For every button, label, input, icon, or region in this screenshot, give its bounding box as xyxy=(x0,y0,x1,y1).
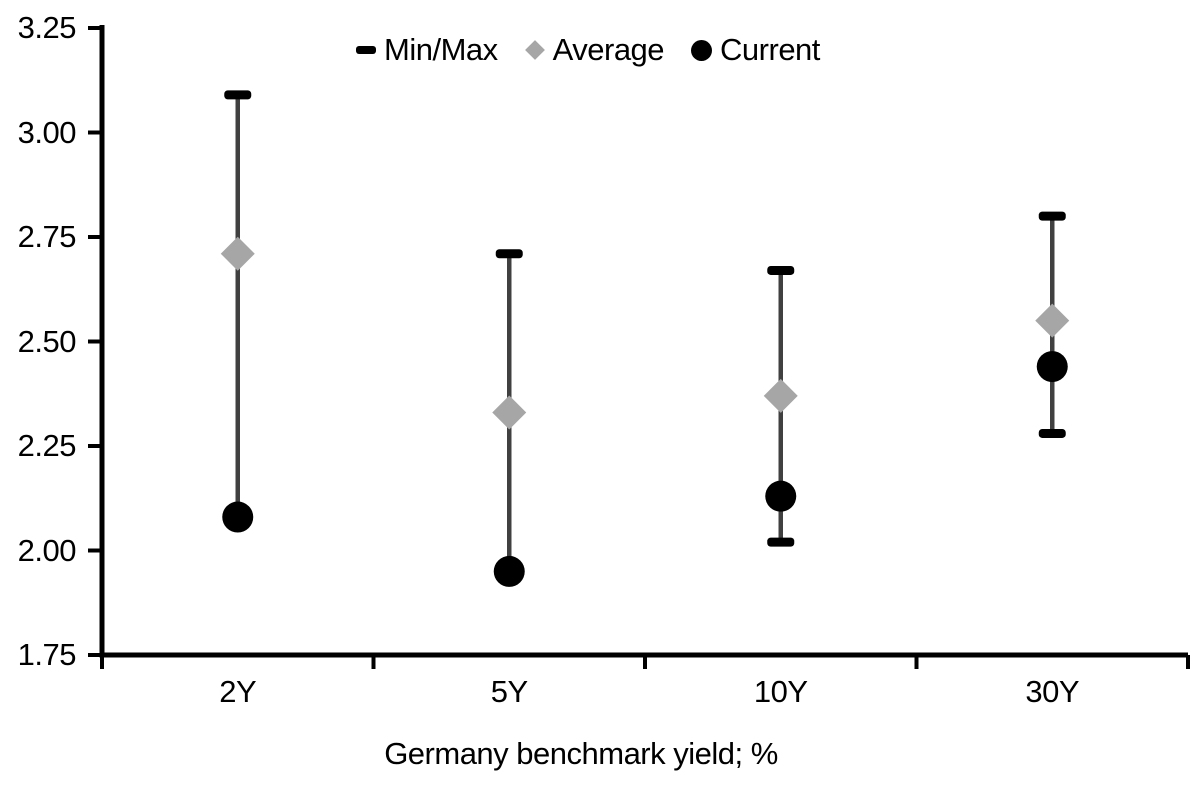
average-marker xyxy=(763,378,798,413)
legend-label-minmax: Min/Max xyxy=(384,32,498,67)
current-marker xyxy=(765,480,797,512)
max-cap xyxy=(224,90,252,100)
x-tick-label: 2Y xyxy=(219,674,257,709)
y-tick-label: 3.25 xyxy=(17,10,77,45)
chart-legend: Min/Max Average Current xyxy=(356,31,820,69)
x-tick-label: 5Y xyxy=(490,674,528,709)
current-marker xyxy=(222,501,254,533)
average-marker xyxy=(1035,303,1070,338)
y-tick-label: 2.25 xyxy=(17,428,77,463)
min-cap xyxy=(1038,428,1066,438)
y-tick-label: 2.00 xyxy=(17,532,77,568)
legend-label-current: Current xyxy=(720,32,820,67)
legend-item-average: Average xyxy=(524,32,665,68)
max-cap xyxy=(767,265,795,275)
min-cap xyxy=(767,537,795,547)
legend-item-minmax: Min/Max xyxy=(356,32,498,68)
y-tick-label: 1.75 xyxy=(17,637,77,672)
y-tick-label: 3.00 xyxy=(17,114,77,150)
current-marker xyxy=(493,555,525,587)
current-circle-icon xyxy=(691,39,713,61)
y-tick-label: 2.75 xyxy=(17,219,77,254)
minmax-cap-icon xyxy=(356,46,376,54)
x-tick-label: 10Y xyxy=(753,674,808,709)
average-marker xyxy=(492,395,527,430)
max-cap xyxy=(1038,211,1066,221)
legend-item-current: Current xyxy=(691,32,820,68)
max-cap xyxy=(495,249,523,259)
legend-label-average: Average xyxy=(552,32,665,67)
y-tick-label: 2.50 xyxy=(17,323,77,359)
x-tick-label: 30Y xyxy=(1025,674,1080,709)
x-axis-title: Germany benchmark yield; % xyxy=(384,736,778,771)
current-marker xyxy=(1036,351,1068,383)
average-diamond-icon xyxy=(524,40,545,60)
average-marker xyxy=(220,236,255,271)
